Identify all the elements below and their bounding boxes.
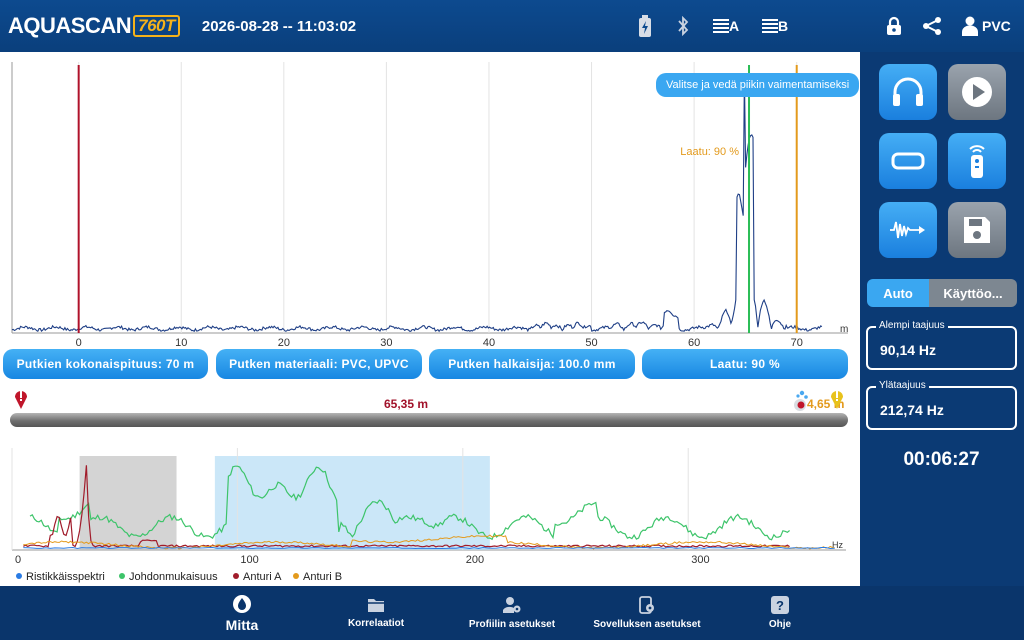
user-settings-icon bbox=[503, 597, 521, 613]
measure-icon bbox=[233, 594, 251, 613]
sensor-a-curve bbox=[23, 465, 790, 548]
nav-app-settings-label: Sovelluksen asetukset bbox=[593, 619, 701, 630]
quality-annotation: Laatu: 90 % bbox=[680, 146, 739, 158]
legend-swatch bbox=[119, 573, 125, 579]
nav-help[interactable]: ? Ohje bbox=[760, 586, 800, 640]
channel-b-label: B bbox=[778, 18, 789, 34]
correlation-chart[interactable]: 0 10 20 30 40 50 60 70 m Laatu: 90 % bbox=[0, 52, 860, 352]
nav-profile-settings[interactable]: Profiilin asetukset bbox=[464, 586, 560, 640]
phone-settings-icon bbox=[639, 596, 654, 614]
play-icon bbox=[962, 77, 992, 107]
x-tick-label: 100 bbox=[240, 554, 258, 566]
legend-swatch bbox=[293, 573, 299, 579]
bluetooth-icon bbox=[676, 14, 690, 38]
legend-swatch bbox=[16, 573, 22, 579]
pipe-button[interactable] bbox=[879, 133, 937, 189]
x-tick-label: 0 bbox=[76, 337, 82, 349]
leak-position-bar[interactable] bbox=[10, 413, 848, 427]
high-frequency-value: 212,74 Hz bbox=[880, 402, 944, 418]
list-icon bbox=[713, 19, 729, 33]
headphones-button[interactable] bbox=[879, 64, 937, 120]
nav-correlations[interactable]: Korrelaatiot bbox=[336, 586, 416, 640]
low-frequency-value: 90,14 Hz bbox=[880, 342, 937, 358]
share-icon[interactable] bbox=[922, 14, 942, 38]
nav-measure-label: Mitta bbox=[225, 616, 259, 633]
battery-icon bbox=[638, 14, 652, 38]
x-tick-label: 20 bbox=[278, 337, 290, 349]
selected-frequency-band bbox=[214, 456, 490, 550]
x-tick-label: 40 bbox=[483, 337, 495, 349]
folder-icon bbox=[368, 599, 384, 612]
x-unit-label: m bbox=[840, 324, 848, 335]
x-tick-label: 200 bbox=[466, 554, 484, 566]
app-logo: AQUASCAN 760T bbox=[8, 13, 180, 39]
correlation-curve bbox=[11, 73, 823, 333]
pipe-material-pill[interactable]: Putken materiaali: PVC, UPVC bbox=[216, 349, 422, 379]
spectrum-chart[interactable]: 0 100 200 300 Hz Ristikkäisspektri Johdonmukai… bbox=[0, 442, 860, 586]
x-unit-label: Hz bbox=[832, 540, 843, 550]
x-tick-label: 70 bbox=[791, 337, 803, 349]
x-tick-label: 0 bbox=[15, 554, 21, 566]
mode-manual-button[interactable]: Käyttöo... bbox=[929, 279, 1017, 307]
legend-swatch bbox=[233, 573, 239, 579]
svg-text:?: ? bbox=[776, 598, 784, 613]
measurement-timer: 00:06:27 bbox=[903, 449, 980, 470]
leak-distance-value: 65,35 m bbox=[384, 397, 429, 411]
channel-a-indicator[interactable]: A bbox=[713, 14, 739, 38]
mode-auto-button[interactable]: Auto bbox=[867, 279, 929, 307]
x-tick-label: 50 bbox=[585, 337, 597, 349]
help-icon: ? bbox=[771, 596, 789, 614]
leak-marker-icon bbox=[792, 389, 812, 416]
nav-profile-settings-label: Profiilin asetukset bbox=[468, 619, 556, 630]
coherence-curve bbox=[29, 465, 790, 541]
cross-spectrum-curve bbox=[23, 546, 835, 550]
remote-icon bbox=[969, 145, 985, 178]
channel-a-label: A bbox=[729, 18, 740, 34]
remote-button[interactable] bbox=[948, 133, 1006, 189]
bottom-navigation: Mitta Korrelaatiot Profiilin asetukset S… bbox=[0, 586, 1024, 640]
nav-correlations-label: Korrelaatiot bbox=[347, 618, 405, 629]
main-panel: 0 10 20 30 40 50 60 70 m Laatu: 90 % Valitse ja v… bbox=[0, 52, 860, 586]
x-tick-label: 10 bbox=[175, 337, 187, 349]
user-icon bbox=[962, 16, 978, 36]
pipe-icon bbox=[891, 152, 925, 170]
legend-label: Johdonmukaisuus bbox=[129, 571, 218, 583]
mode-toggle[interactable]: Auto Käyttöo... bbox=[867, 279, 1017, 307]
nav-help-label: Ohje bbox=[768, 619, 792, 630]
save-icon bbox=[964, 217, 990, 243]
low-frequency-label: Alempi taajuus bbox=[876, 320, 948, 331]
app-header: AQUASCAN 760T 2026-08-28 -- 11:03:02 A B… bbox=[0, 0, 1024, 52]
suppress-peak-hint: Valitse ja vedä piikin vaimentamiseksi bbox=[656, 73, 860, 97]
waveform-icon bbox=[890, 221, 925, 239]
legend-label: Anturi A bbox=[243, 571, 282, 583]
list-icon bbox=[762, 19, 778, 33]
x-tick-label: 300 bbox=[691, 554, 709, 566]
datetime: 2026-08-28 -- 11:03:02 bbox=[201, 17, 357, 35]
high-frequency-label: Ylätaajuus bbox=[876, 380, 929, 391]
lock-icon[interactable] bbox=[886, 14, 902, 38]
low-frequency-field[interactable]: Alempi taajuus 90,14 Hz bbox=[866, 320, 1017, 370]
save-button[interactable] bbox=[948, 202, 1006, 258]
nav-measure[interactable]: Mitta bbox=[212, 586, 272, 640]
pipe-diameter-pill[interactable]: Putken halkaisija: 100.0 mm bbox=[429, 349, 635, 379]
user-profile-button[interactable]: PVC bbox=[962, 14, 1011, 38]
headphones-icon bbox=[893, 77, 923, 106]
x-tick-label: 60 bbox=[688, 337, 700, 349]
sensor-b-marker-icon bbox=[830, 388, 844, 415]
logo-model: 760T bbox=[133, 15, 180, 37]
filter-button[interactable] bbox=[879, 202, 937, 258]
sensor-a-marker-icon bbox=[14, 388, 28, 415]
excluded-band bbox=[79, 456, 177, 550]
logo-brand: AQUASCAN bbox=[8, 13, 132, 38]
quality-pill[interactable]: Laatu: 90 % bbox=[642, 349, 848, 379]
legend-label: Ristikkäisspektri bbox=[26, 571, 105, 583]
legend-label: Anturi B bbox=[303, 571, 342, 583]
pipe-length-pill[interactable]: Putkien kokonaispituus: 70 m bbox=[3, 349, 208, 379]
profile-material-label: PVC bbox=[982, 18, 1011, 34]
channel-b-indicator[interactable]: B bbox=[762, 14, 788, 38]
x-tick-label: 30 bbox=[380, 337, 392, 349]
high-frequency-field[interactable]: Ylätaajuus 212,74 Hz bbox=[866, 380, 1017, 430]
play-button[interactable] bbox=[948, 64, 1006, 120]
nav-app-settings[interactable]: Sovelluksen asetukset bbox=[592, 586, 702, 640]
